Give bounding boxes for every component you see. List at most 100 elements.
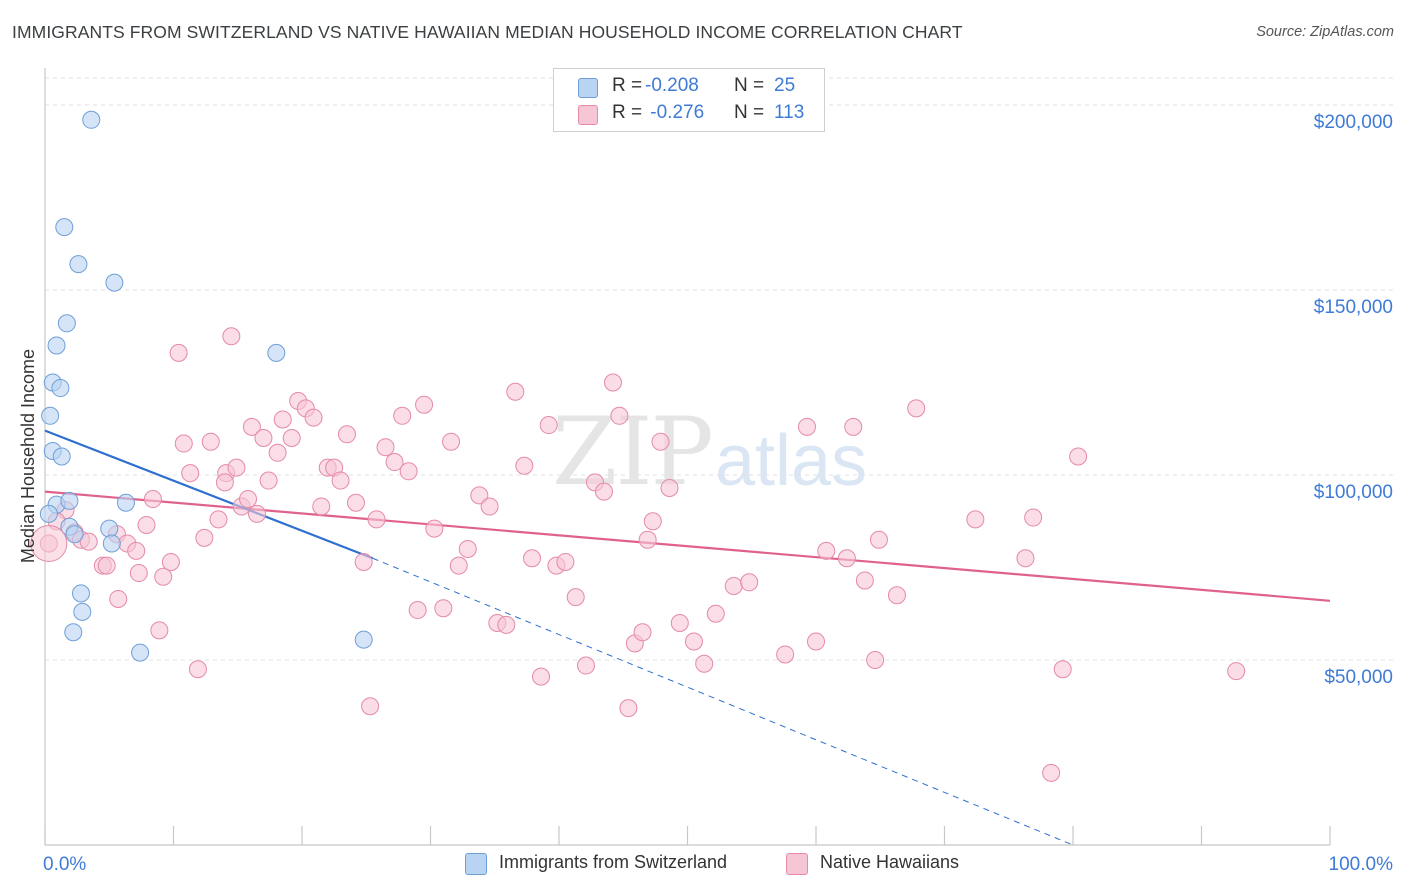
point-native-hawaiian — [201, 432, 220, 451]
point-switzerland — [41, 406, 60, 425]
point-native-hawaiian — [807, 632, 825, 651]
point-switzerland — [267, 343, 286, 362]
point-native-hawaiian — [539, 416, 558, 435]
point-native-hawaiian — [684, 632, 703, 651]
point-native-hawaiian — [740, 573, 759, 592]
point-native-hawaiian — [855, 571, 874, 590]
trend-line-switzerland-extension — [372, 557, 1074, 846]
point-native-hawaiian — [174, 434, 193, 453]
point-switzerland — [64, 623, 83, 642]
point-native-hawaiian — [109, 589, 128, 608]
legend-n-value: 25 — [774, 75, 796, 96]
point-native-hawaiian — [603, 373, 622, 392]
point-native-hawaiian — [907, 399, 926, 418]
point-native-hawaiian — [188, 660, 207, 679]
point-native-hawaiian-large — [30, 524, 68, 562]
point-native-hawaiian — [415, 395, 434, 414]
point-native-hawaiian — [273, 410, 292, 429]
point-native-hawaiian — [393, 406, 412, 425]
point-native-hawaiian — [638, 530, 657, 549]
point-native-hawaiian — [169, 343, 188, 362]
point-native-hawaiian — [1024, 508, 1043, 527]
point-native-hawaiian — [239, 490, 258, 509]
point-native-hawaiian — [181, 464, 200, 483]
legend-r-value: -0.208 — [645, 75, 699, 96]
point-switzerland — [60, 491, 79, 510]
point-native-hawaiian — [817, 541, 836, 560]
point-native-hawaiian — [449, 556, 468, 575]
point-native-hawaiian — [837, 549, 856, 568]
point-native-hawaiian — [1053, 660, 1072, 679]
point-native-hawaiian — [458, 540, 477, 558]
point-native-hawaiian — [97, 556, 116, 575]
y-tick-label: $100,000 — [1314, 482, 1393, 503]
legend-r-label: R = — [612, 102, 643, 123]
watermark-atlas: atlas — [715, 421, 868, 501]
watermark-zip: ZIP — [552, 398, 714, 507]
point-native-hawaiian — [312, 497, 331, 516]
point-native-hawaiian — [576, 656, 595, 675]
y-tick-label: $200,000 — [1314, 112, 1393, 133]
point-switzerland — [82, 110, 101, 129]
point-switzerland — [105, 273, 124, 292]
point-native-hawaiian — [242, 417, 261, 436]
point-native-hawaiian — [651, 432, 670, 451]
point-native-hawaiian — [480, 497, 499, 516]
point-switzerland — [65, 525, 84, 544]
point-native-hawaiian — [506, 382, 525, 401]
data-points — [30, 110, 1246, 782]
point-native-hawaiian — [434, 599, 453, 618]
point-native-hawaiian — [610, 406, 629, 425]
point-switzerland — [51, 379, 70, 398]
point-native-hawaiian — [556, 552, 575, 571]
trend-line-switzerland — [44, 429, 374, 560]
point-native-hawaiian — [161, 552, 180, 571]
point-switzerland — [52, 447, 71, 466]
y-tick-label: $150,000 — [1314, 297, 1393, 318]
point-native-hawaiian — [367, 510, 386, 529]
point-native-hawaiian — [150, 621, 169, 640]
point-native-hawaiian — [127, 541, 146, 560]
y-tick-label: $50,000 — [1324, 667, 1393, 688]
legend-n-label: N = — [734, 75, 765, 96]
point-native-hawaiian — [442, 432, 461, 451]
y-axis-title: Median Household Income — [18, 349, 38, 563]
point-switzerland — [69, 255, 88, 274]
legend-n-label: N = — [734, 102, 765, 123]
bottom-legend-swatch-pink — [786, 853, 808, 875]
point-native-hawaiian — [1069, 447, 1088, 466]
bottom-legend-label: Immigrants from Switzerland — [499, 852, 728, 872]
point-native-hawaiian — [670, 614, 689, 632]
legend-n-value: 113 — [774, 102, 805, 123]
point-native-hawaiian — [361, 697, 380, 716]
point-native-hawaiian — [143, 490, 162, 509]
point-native-hawaiian — [497, 615, 516, 634]
point-switzerland — [57, 314, 76, 333]
point-native-hawaiian — [1016, 549, 1035, 568]
point-native-hawaiian — [282, 429, 301, 447]
point-switzerland — [39, 504, 58, 523]
point-native-hawaiian — [248, 504, 267, 523]
x-tick-label: 0.0% — [43, 854, 86, 875]
source-credit: Source: ZipAtlas.com — [1256, 24, 1394, 40]
point-native-hawaiian — [660, 478, 679, 497]
point-native-hawaiian — [887, 586, 906, 605]
point-native-hawaiian — [869, 530, 888, 549]
point-native-hawaiian — [470, 486, 489, 505]
point-native-hawaiian — [1042, 763, 1061, 782]
point-native-hawaiian — [566, 588, 585, 607]
point-switzerland — [71, 584, 90, 603]
point-switzerland — [102, 534, 121, 553]
point-native-hawaiian — [195, 528, 214, 547]
point-native-hawaiian — [798, 417, 817, 436]
point-native-hawaiian — [523, 549, 542, 568]
axes — [44, 68, 1331, 846]
chart-title: IMMIGRANTS FROM SWITZERLAND VS NATIVE HA… — [12, 22, 963, 42]
point-native-hawaiian — [304, 408, 323, 427]
point-native-hawaiian — [706, 604, 725, 623]
bottom-legend-swatch-blue — [465, 853, 487, 875]
correlation-legend: R = -0.208 N = 25 R = -0.276 N = 113 — [553, 68, 825, 132]
point-native-hawaiian — [331, 471, 350, 490]
point-switzerland — [47, 336, 66, 355]
